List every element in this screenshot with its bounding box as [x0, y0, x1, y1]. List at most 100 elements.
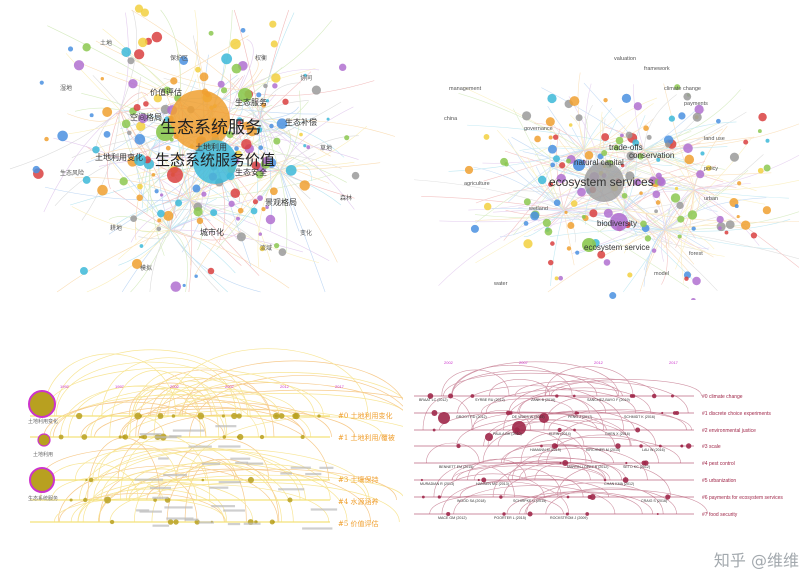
- node: [240, 27, 246, 33]
- citation-arc: [153, 380, 228, 438]
- node: [625, 131, 633, 139]
- node: [564, 210, 568, 214]
- citation-arc: [472, 410, 532, 431]
- node: [670, 394, 675, 398]
- node: [287, 497, 293, 503]
- edge: [583, 149, 715, 195]
- edge: [512, 149, 585, 236]
- node-label-placeholder: [154, 436, 177, 439]
- node: [481, 477, 487, 483]
- node: [76, 412, 83, 420]
- edge: [621, 189, 695, 241]
- node: [762, 206, 772, 215]
- node: [270, 40, 278, 48]
- node: [548, 181, 554, 187]
- node: [273, 137, 281, 145]
- edge: [421, 196, 565, 211]
- node: [207, 267, 215, 275]
- node: [273, 242, 280, 249]
- edge: [623, 188, 677, 211]
- node: [258, 145, 264, 151]
- edge: [119, 12, 129, 111]
- edge: [645, 212, 665, 231]
- node: [255, 170, 264, 179]
- node: [241, 138, 252, 150]
- node: [603, 97, 608, 103]
- keyword-label: ecosystem service: [584, 243, 650, 252]
- node: [127, 57, 135, 65]
- node: [234, 150, 242, 158]
- node: [678, 112, 686, 120]
- edge: [583, 146, 612, 159]
- hub-node-ecosystem-service-value: [193, 140, 237, 184]
- node: [554, 276, 559, 281]
- edge: [257, 119, 261, 195]
- edge: [106, 41, 181, 101]
- edge: [135, 227, 171, 233]
- citation-arc: [53, 498, 226, 523]
- edge: [643, 149, 684, 157]
- node: [585, 512, 590, 516]
- keyword-label: 土地: [100, 39, 112, 47]
- node: [758, 112, 767, 122]
- hub-node-ecosystem-services: [584, 162, 624, 202]
- node-label-placeholder: [188, 445, 212, 448]
- node: [655, 200, 661, 205]
- node: [274, 414, 278, 418]
- year-tick: 1997: [115, 384, 125, 389]
- node: [615, 443, 621, 449]
- hub-node-ecosystem-services: [170, 90, 230, 150]
- labels: ecosystem services biodiversity ecosystem …: [444, 56, 725, 287]
- edge: [633, 84, 645, 151]
- citation-arc: [79, 447, 301, 501]
- node: [195, 66, 201, 73]
- edge: [259, 99, 309, 121]
- node-label-placeholder: [136, 509, 150, 512]
- node-label-placeholder: [218, 445, 241, 448]
- keyword-label: agriculture: [464, 181, 490, 187]
- en-keyword-network: ecosystem services biodiversity ecosystem …: [413, 56, 800, 300]
- edge: [175, 40, 181, 101]
- node: [134, 49, 145, 60]
- node: [680, 444, 683, 448]
- node: [128, 79, 138, 89]
- edge: [693, 189, 789, 199]
- node: [311, 85, 321, 95]
- reference-label: CHEN X (2016): [605, 432, 630, 436]
- node: [668, 115, 676, 122]
- node: [655, 172, 662, 179]
- node: [687, 210, 698, 220]
- node: [665, 142, 671, 148]
- edge: [643, 131, 692, 151]
- edge: [105, 153, 171, 231]
- edge: [259, 119, 345, 158]
- edge: [43, 109, 121, 213]
- node: [643, 460, 649, 466]
- node-label-placeholder: [215, 425, 237, 428]
- edge: [556, 128, 565, 211]
- node: [317, 414, 321, 418]
- edge: [643, 136, 706, 151]
- node: [530, 211, 540, 221]
- reference-label: DE VRIES W (2015): [512, 415, 545, 419]
- node: [139, 414, 143, 418]
- node: [80, 267, 88, 275]
- edge: [169, 229, 236, 274]
- panel-en-keyword-network: ecosystem services biodiversity ecosystem …: [404, 0, 807, 300]
- node: [587, 494, 592, 500]
- node: [247, 476, 254, 484]
- edge: [535, 166, 565, 211]
- node: [577, 187, 586, 197]
- keyword-label: 草地: [320, 144, 332, 152]
- node: [138, 113, 148, 124]
- reference-label: LAU W (2016): [642, 448, 665, 452]
- node: [102, 107, 113, 117]
- edge: [169, 229, 290, 289]
- node: [656, 157, 661, 162]
- node: [300, 434, 305, 440]
- node: [677, 215, 685, 223]
- node: [269, 20, 277, 28]
- edge: [259, 82, 301, 121]
- keyword-label: natural capital: [574, 158, 624, 167]
- node: [421, 495, 425, 499]
